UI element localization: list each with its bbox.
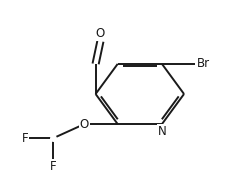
Text: Br: Br: [196, 57, 210, 70]
Text: F: F: [50, 160, 56, 173]
Text: O: O: [80, 118, 89, 131]
Text: F: F: [22, 132, 28, 145]
Text: N: N: [158, 125, 166, 138]
Text: O: O: [96, 27, 105, 40]
